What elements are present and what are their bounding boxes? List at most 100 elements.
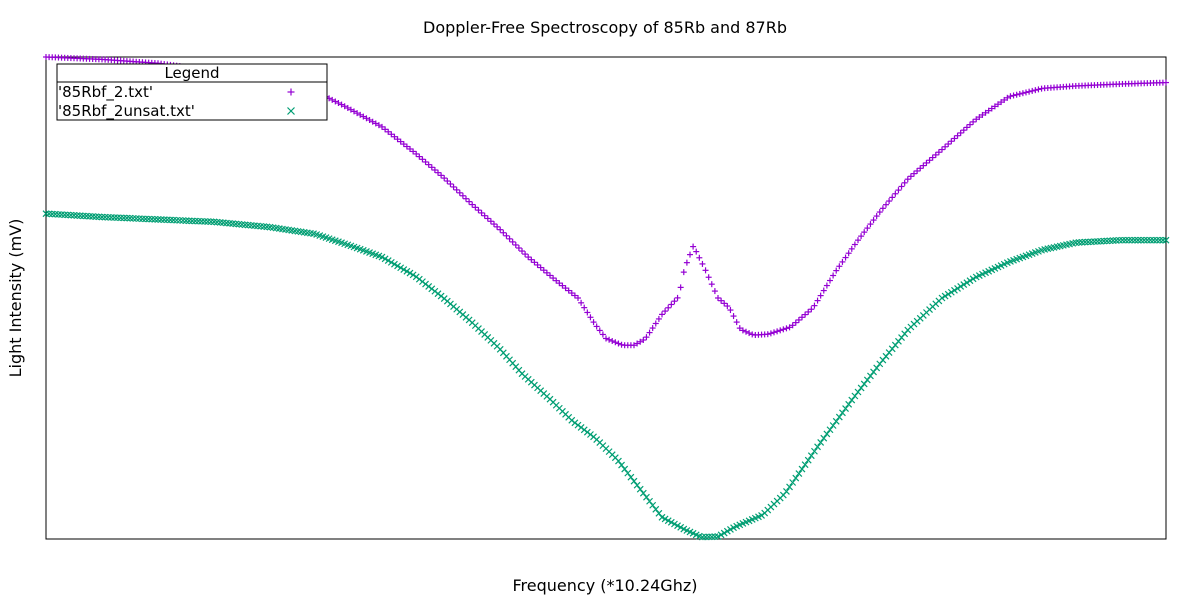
data-point-plus bbox=[612, 339, 619, 346]
data-point-plus bbox=[484, 215, 491, 222]
data-point-plus bbox=[450, 183, 457, 190]
data-point-plus bbox=[459, 192, 466, 199]
data-point-plus bbox=[680, 269, 687, 276]
data-point-plus bbox=[347, 106, 354, 113]
data-point-cross bbox=[378, 253, 386, 261]
data-point-plus bbox=[855, 237, 861, 244]
data-point-cross bbox=[646, 497, 653, 505]
data-point-cross bbox=[1125, 236, 1133, 244]
data-point-plus bbox=[942, 143, 949, 150]
data-point-plus bbox=[948, 138, 955, 145]
data-point-cross bbox=[938, 294, 946, 302]
data-point-plus bbox=[911, 170, 917, 177]
data-point-plus bbox=[631, 342, 637, 349]
data-point-plus bbox=[391, 133, 398, 140]
data-point-plus bbox=[1035, 86, 1042, 93]
data-point-plus bbox=[509, 238, 516, 245]
data-point-plus bbox=[939, 146, 945, 153]
data-point-plus bbox=[995, 101, 1001, 108]
data-point-plus bbox=[814, 297, 821, 304]
data-point-plus bbox=[407, 145, 413, 152]
data-point-plus bbox=[463, 195, 469, 202]
data-point-plus bbox=[515, 245, 522, 252]
data-point-cross bbox=[391, 260, 398, 268]
data-point-plus bbox=[901, 179, 908, 186]
data-point-cross bbox=[801, 461, 809, 469]
data-point-plus bbox=[385, 128, 392, 135]
data-point-plus bbox=[593, 323, 600, 330]
data-point-cross bbox=[798, 465, 806, 473]
data-point-plus bbox=[976, 114, 983, 121]
data-point-plus bbox=[500, 229, 507, 236]
data-point-cross bbox=[1159, 236, 1167, 244]
data-point-plus bbox=[491, 221, 497, 228]
data-point-plus bbox=[827, 277, 833, 284]
data-point-plus bbox=[422, 158, 429, 165]
data-point-plus bbox=[372, 120, 379, 127]
data-point-plus bbox=[674, 294, 681, 301]
data-point-plus bbox=[764, 331, 771, 338]
data-point-plus bbox=[659, 311, 665, 318]
data-point-plus bbox=[444, 178, 451, 185]
data-point-plus bbox=[774, 328, 781, 335]
data-point-plus bbox=[724, 303, 731, 310]
data-point-plus bbox=[341, 103, 348, 110]
data-point-cross bbox=[639, 489, 647, 497]
data-point-plus bbox=[382, 126, 389, 133]
data-point-plus bbox=[780, 326, 787, 333]
data-point-plus bbox=[935, 149, 942, 156]
data-point-plus bbox=[1010, 92, 1017, 99]
data-point-plus bbox=[889, 194, 896, 201]
legend-marker-plus-icon bbox=[287, 88, 295, 96]
data-point-plus bbox=[988, 105, 995, 112]
legend-marker-cross-icon bbox=[287, 107, 295, 115]
data-point-plus bbox=[951, 135, 958, 142]
legend: Legend '85Rbf_2.txt' '85Rbf_2unsat.txt' bbox=[56, 63, 328, 121]
data-point-cross bbox=[643, 493, 650, 501]
data-point-cross bbox=[1150, 236, 1157, 244]
data-point-cross bbox=[832, 417, 840, 425]
data-point-plus bbox=[789, 322, 796, 329]
data-point-plus bbox=[1004, 94, 1011, 101]
data-point-plus bbox=[802, 311, 809, 318]
data-point-plus bbox=[475, 207, 482, 214]
data-point-plus bbox=[970, 118, 977, 125]
data-point-plus bbox=[596, 327, 603, 334]
data-point-plus bbox=[1001, 96, 1008, 103]
data-point-plus bbox=[400, 141, 407, 148]
data-point-plus bbox=[575, 295, 581, 301]
data-point-plus bbox=[466, 198, 473, 205]
data-point-plus bbox=[537, 264, 544, 271]
data-point-plus bbox=[808, 306, 815, 313]
data-point-plus bbox=[973, 116, 980, 123]
data-point-plus bbox=[649, 325, 656, 332]
data-point-cross bbox=[867, 372, 874, 380]
data-point-plus bbox=[394, 136, 401, 143]
data-point-plus bbox=[522, 251, 529, 258]
data-point-cross bbox=[1147, 236, 1154, 244]
data-point-cross bbox=[944, 290, 952, 298]
data-point-plus bbox=[746, 330, 753, 337]
data-point-cross bbox=[963, 279, 971, 287]
data-point-plus bbox=[957, 129, 964, 136]
data-point-plus bbox=[1016, 90, 1023, 97]
data-point-cross bbox=[854, 388, 862, 396]
data-point-cross bbox=[1153, 236, 1161, 244]
plot-frame bbox=[45, 56, 1167, 540]
data-point-plus bbox=[895, 187, 902, 194]
data-point-cross bbox=[409, 271, 417, 279]
data-point-plus bbox=[904, 176, 911, 183]
legend-marker-symbol bbox=[287, 107, 295, 115]
data-point-plus bbox=[823, 282, 830, 289]
data-point-cross bbox=[960, 281, 968, 288]
data-point-plus bbox=[892, 190, 899, 197]
data-point-plus bbox=[559, 282, 566, 289]
data-point-plus bbox=[960, 127, 967, 134]
data-point-plus bbox=[792, 319, 799, 326]
data-point-plus bbox=[354, 110, 361, 117]
data-point-plus bbox=[571, 292, 578, 299]
data-point-plus bbox=[845, 250, 852, 257]
data-point-plus bbox=[886, 198, 893, 205]
data-point-cross bbox=[954, 284, 961, 292]
data-point-cross bbox=[804, 456, 812, 464]
